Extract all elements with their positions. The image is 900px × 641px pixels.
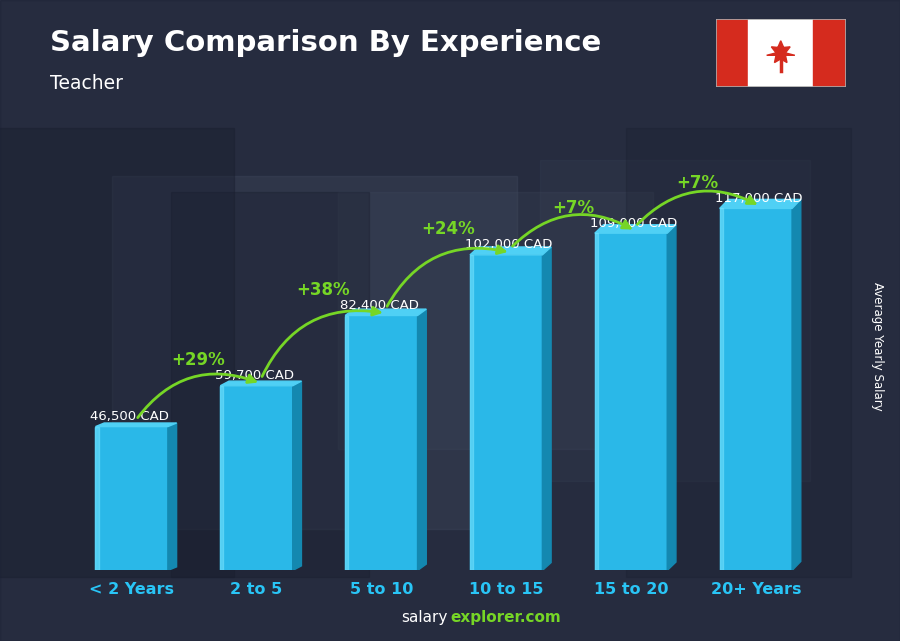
Polygon shape: [720, 208, 723, 570]
Polygon shape: [168, 423, 176, 570]
Text: +38%: +38%: [296, 281, 350, 299]
Text: 59,700 CAD: 59,700 CAD: [215, 369, 294, 382]
Polygon shape: [345, 309, 427, 315]
Polygon shape: [95, 423, 176, 427]
Bar: [540, 160, 810, 481]
Text: 46,500 CAD: 46,500 CAD: [91, 410, 169, 423]
Bar: [814, 19, 846, 87]
Polygon shape: [720, 208, 792, 570]
Text: 109,000 CAD: 109,000 CAD: [590, 217, 677, 229]
Polygon shape: [220, 381, 302, 386]
Polygon shape: [220, 386, 292, 570]
Polygon shape: [767, 41, 795, 63]
Polygon shape: [792, 199, 801, 570]
Polygon shape: [418, 309, 427, 570]
Text: 82,400 CAD: 82,400 CAD: [340, 299, 419, 312]
Polygon shape: [345, 315, 348, 570]
Text: 117,000 CAD: 117,000 CAD: [715, 192, 802, 205]
Bar: [748, 19, 814, 87]
Polygon shape: [220, 386, 223, 570]
Polygon shape: [720, 199, 801, 208]
Bar: [171, 192, 369, 577]
Text: +7%: +7%: [677, 174, 719, 192]
Text: salary: salary: [400, 610, 447, 625]
Bar: [338, 192, 652, 449]
Polygon shape: [595, 233, 667, 570]
Bar: [0, 128, 234, 577]
Text: +24%: +24%: [421, 221, 475, 238]
Polygon shape: [345, 315, 418, 570]
Text: Salary Comparison By Experience: Salary Comparison By Experience: [50, 29, 601, 57]
Text: +29%: +29%: [172, 351, 225, 369]
Polygon shape: [470, 255, 543, 570]
Polygon shape: [95, 427, 168, 570]
Bar: [626, 128, 850, 577]
Polygon shape: [595, 233, 598, 570]
Bar: [716, 19, 748, 87]
Polygon shape: [292, 381, 302, 570]
Polygon shape: [95, 427, 99, 570]
Polygon shape: [595, 225, 676, 233]
Polygon shape: [667, 225, 676, 570]
Text: 102,000 CAD: 102,000 CAD: [465, 238, 553, 251]
Text: Teacher: Teacher: [50, 74, 122, 93]
Polygon shape: [543, 247, 551, 570]
Text: explorer.com: explorer.com: [450, 610, 561, 625]
Bar: [112, 176, 518, 529]
Text: Average Yearly Salary: Average Yearly Salary: [871, 282, 884, 410]
Polygon shape: [470, 255, 473, 570]
Polygon shape: [470, 247, 551, 255]
Text: +7%: +7%: [552, 199, 594, 217]
